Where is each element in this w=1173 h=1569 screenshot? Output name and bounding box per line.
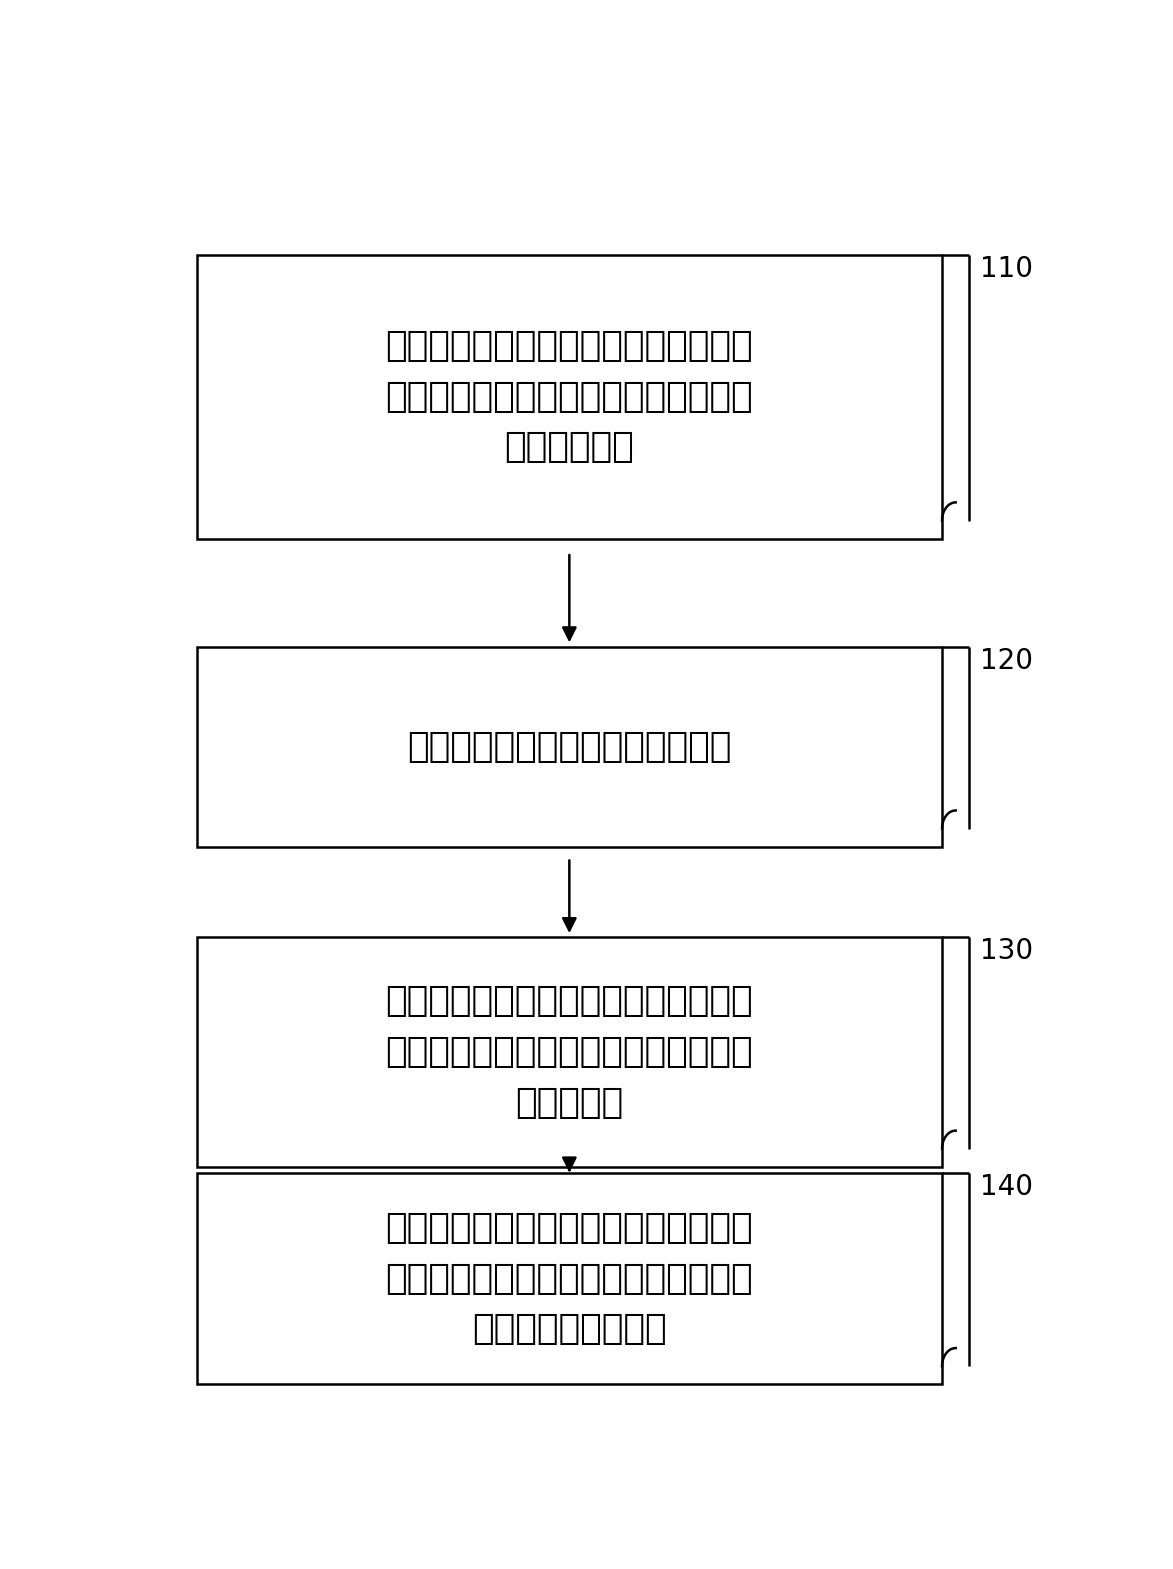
Text: 选黄斑区域: 选黄斑区域	[515, 1086, 623, 1120]
Bar	[197, 1174, 942, 1384]
Text: 从至少一个候选黄斑区域中，筛选出在: 从至少一个候选黄斑区域中，筛选出在	[386, 984, 753, 1018]
Text: 130: 130	[981, 937, 1033, 965]
Text: 视盘区域为基准的预设区域范围内的候: 视盘区域为基准的预设区域范围内的候	[386, 1036, 753, 1068]
Text: 基于视盘区域，确定黄斑待定范围: 基于视盘区域，确定黄斑待定范围	[407, 730, 732, 764]
Text: 区域为黄斑定位区域: 区域为黄斑定位区域	[472, 1312, 666, 1346]
Text: 120: 120	[981, 648, 1033, 675]
Text: 确定眼底图像中的视盘区域、至少一个: 确定眼底图像中的视盘区域、至少一个	[386, 329, 753, 362]
Text: 140: 140	[981, 1174, 1033, 1200]
Text: 确定位于黄斑待定范围内的一个或多个: 确定位于黄斑待定范围内的一个或多个	[386, 1211, 753, 1244]
Bar	[197, 937, 942, 1167]
Bar	[197, 254, 942, 538]
Text: 候选黄斑区域以及每一个候选黄斑区域: 候选黄斑区域以及每一个候选黄斑区域	[386, 380, 753, 414]
Bar	[197, 648, 942, 847]
Text: 110: 110	[981, 254, 1033, 282]
Text: 对应的置信度: 对应的置信度	[504, 430, 635, 464]
Text: 候选黄斑区域中置信度最大的候选黄斑: 候选黄斑区域中置信度最大的候选黄斑	[386, 1261, 753, 1296]
